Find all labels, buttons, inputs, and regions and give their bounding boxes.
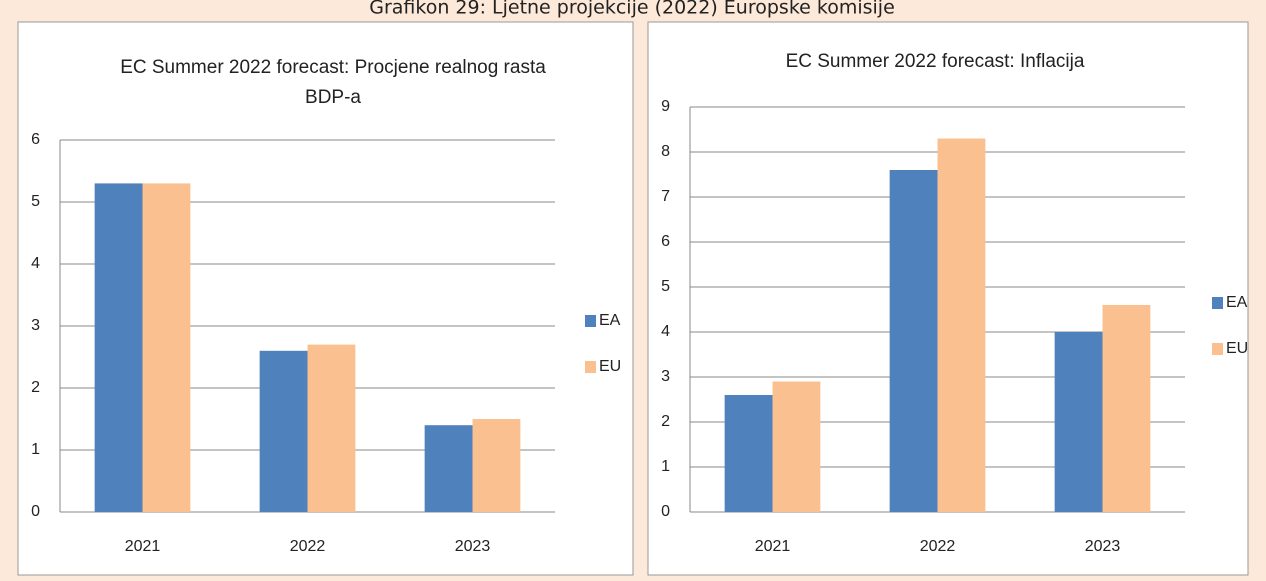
chart-title: EC Summer 2022 forecast: Procjene realno… xyxy=(120,57,546,78)
y-tick-label: 6 xyxy=(661,233,670,250)
y-tick-label: 3 xyxy=(661,368,670,385)
caption: Grafikon 29: Ljetne projekcije (2022) Eu… xyxy=(369,0,895,19)
bar xyxy=(94,183,143,512)
legend-label: EU xyxy=(1226,340,1248,357)
bar xyxy=(424,425,473,512)
bar xyxy=(772,381,821,512)
y-tick-label: 1 xyxy=(31,441,40,458)
legend-label: EA xyxy=(599,312,621,329)
chart-title: EC Summer 2022 forecast: Inflacija xyxy=(786,51,1085,72)
legend-swatch xyxy=(585,361,596,373)
y-tick-label: 5 xyxy=(31,193,40,210)
bar xyxy=(889,170,938,512)
y-tick-label: 1 xyxy=(661,458,670,475)
y-tick-label: 4 xyxy=(31,255,40,272)
legend-swatch xyxy=(1212,343,1223,355)
bar xyxy=(472,419,521,512)
bar xyxy=(307,344,356,512)
bar xyxy=(724,395,773,512)
y-tick-label: 0 xyxy=(31,503,40,520)
x-tick-label: 2023 xyxy=(1085,538,1121,555)
y-tick-label: 2 xyxy=(661,413,670,430)
y-tick-label: 0 xyxy=(661,503,670,520)
y-tick-label: 7 xyxy=(661,188,670,205)
bar xyxy=(1102,305,1151,512)
bar xyxy=(142,183,191,512)
bar xyxy=(937,138,986,512)
y-tick-label: 6 xyxy=(31,131,40,148)
bar xyxy=(1054,332,1103,512)
y-tick-label: 3 xyxy=(31,317,40,334)
legend-label: EA xyxy=(1226,294,1248,311)
x-tick-label: 2022 xyxy=(920,538,956,555)
y-tick-label: 9 xyxy=(661,98,670,115)
y-tick-label: 8 xyxy=(661,143,670,160)
y-tick-label: 2 xyxy=(31,379,40,396)
chart-title: BDP-a xyxy=(305,87,361,108)
bar xyxy=(259,350,308,512)
legend-swatch xyxy=(585,315,596,327)
x-tick-label: 2021 xyxy=(755,538,791,555)
legend-label: EU xyxy=(599,358,621,375)
y-tick-label: 5 xyxy=(661,278,670,295)
x-tick-label: 2021 xyxy=(125,538,161,555)
legend-swatch xyxy=(1212,297,1223,309)
x-tick-label: 2022 xyxy=(290,538,326,555)
y-tick-label: 4 xyxy=(661,323,670,340)
x-tick-label: 2023 xyxy=(455,538,491,555)
